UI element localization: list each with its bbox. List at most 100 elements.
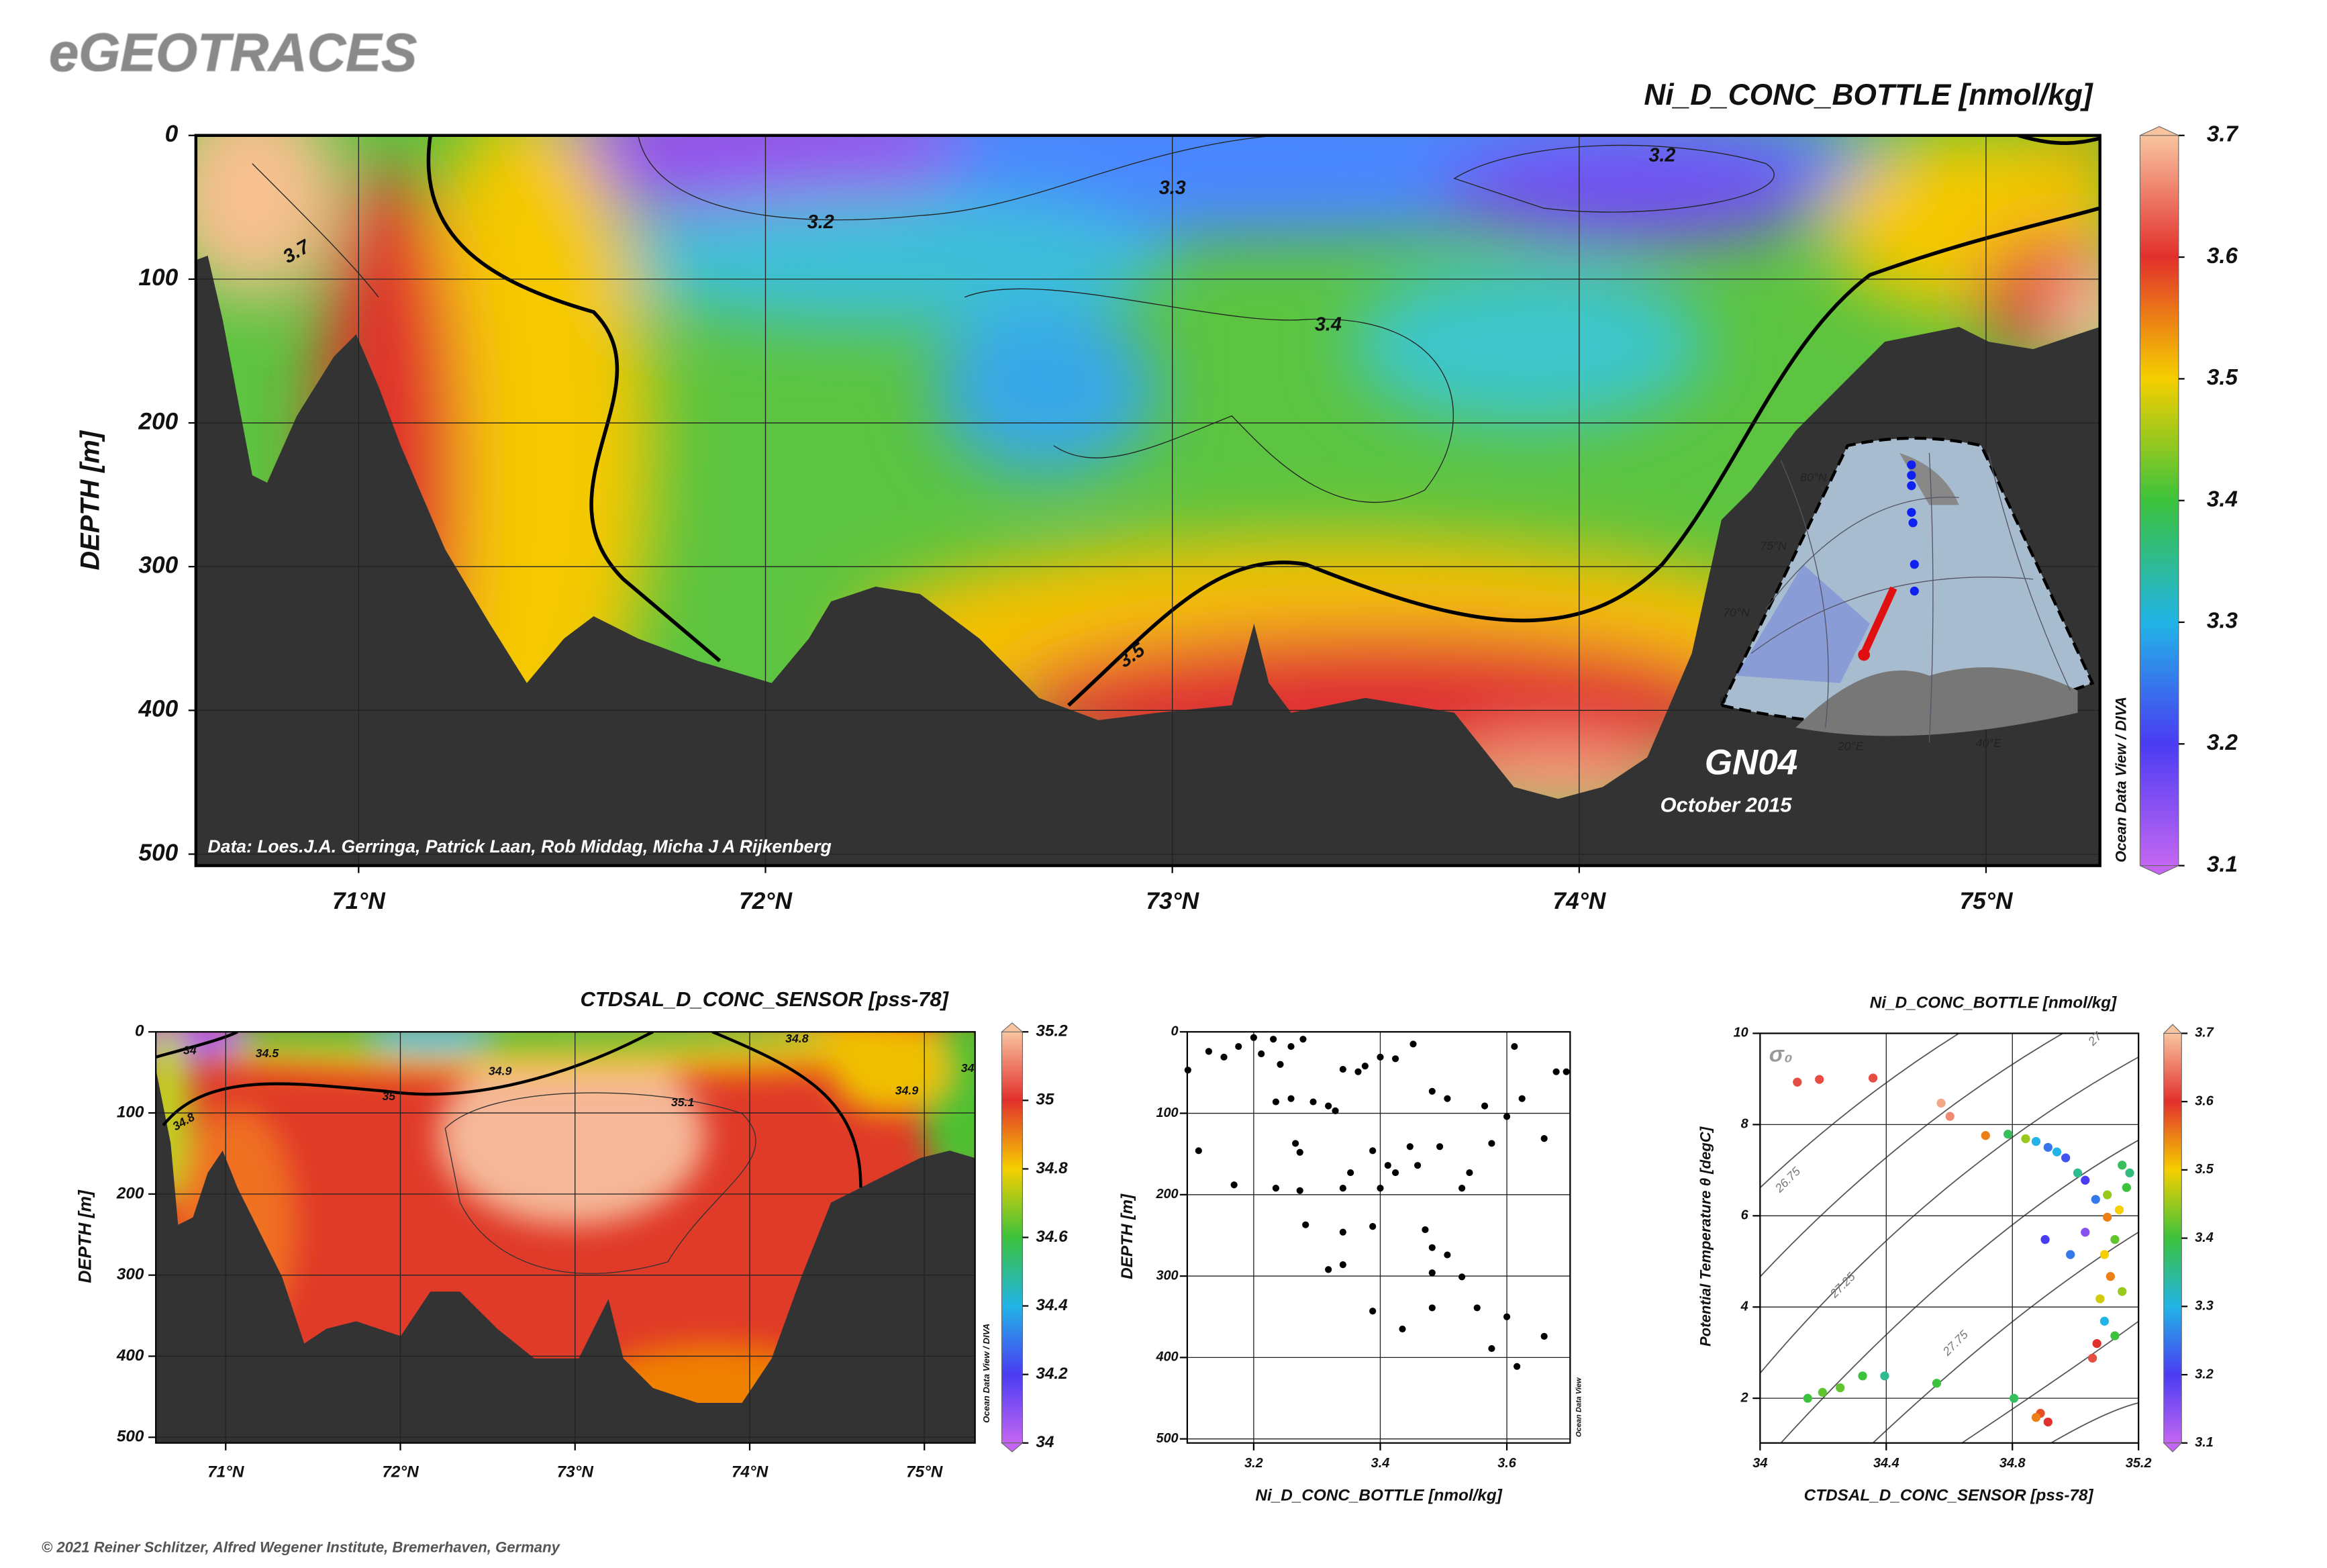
point	[2031, 1136, 2041, 1146]
inset-map	[1719, 436, 2095, 743]
annotation: Data: Loes.J.A. Gerringa, Patrick Laan, …	[208, 836, 832, 856]
chart-title: Ni_D_CONC_BOTTLE [nmol/kg]	[1870, 994, 2117, 1012]
point	[1377, 1185, 1384, 1192]
contour-label: 3.4	[1315, 313, 1342, 335]
y-tick-label: 200	[116, 1184, 144, 1202]
point	[1836, 1383, 1845, 1393]
x-tick-label: 74°N	[732, 1463, 769, 1481]
y-tick-label: 400	[116, 1346, 144, 1365]
colorbar-label: 34.6	[1036, 1228, 1068, 1246]
point	[1325, 1102, 1332, 1110]
x-axis-label: Ni_D_CONC_BOTTLE [nmol/kg]	[1255, 1487, 1502, 1505]
point	[1399, 1325, 1406, 1333]
point	[1514, 1363, 1521, 1370]
point	[1793, 1077, 1802, 1087]
y-tick-label: 200	[138, 408, 178, 434]
point	[1195, 1147, 1202, 1155]
point	[2031, 1413, 2041, 1422]
field-main	[195, 135, 2100, 866]
contour-label: 27	[2085, 1029, 2105, 1049]
point	[1406, 1143, 1414, 1150]
point	[1518, 1095, 1526, 1102]
contour-label: 35	[382, 1089, 396, 1103]
y-tick-label: 200	[1155, 1187, 1178, 1202]
point	[1347, 1169, 1354, 1177]
point	[2095, 1294, 2105, 1304]
colorbar-end	[1000, 1442, 1024, 1453]
colorbar-end	[2140, 865, 2179, 875]
point	[1339, 1185, 1346, 1192]
point	[1296, 1187, 1303, 1194]
plot-frame	[1186, 1031, 1571, 1444]
point	[1803, 1393, 1812, 1403]
x-tick-label: 72°N	[382, 1463, 419, 1481]
inset-label: 70°N	[1723, 605, 1750, 619]
point	[1428, 1269, 1436, 1277]
point	[2043, 1417, 2052, 1427]
point	[1503, 1113, 1511, 1120]
y-tick-label: 2	[1740, 1390, 1748, 1405]
contour-label: 3.2	[1648, 144, 1675, 166]
contour-label: 34	[183, 1044, 197, 1057]
y-tick-label: 0	[135, 1022, 144, 1040]
point	[2073, 1168, 2083, 1178]
colorbar-label: 34.4	[1036, 1296, 1068, 1314]
colorbar-label: 3.3	[2195, 1299, 2214, 1314]
y-axis-label: DEPTH [m]	[75, 1189, 95, 1283]
point	[1858, 1371, 1867, 1381]
point	[2110, 1331, 2120, 1340]
point	[2040, 1235, 2050, 1244]
chart-title: Ni_D_CONC_BOTTLE [nmol/kg]	[1644, 79, 2093, 111]
colorbar-label: 3.5	[2195, 1162, 2214, 1177]
point	[1296, 1148, 1303, 1156]
point	[1444, 1251, 1451, 1259]
x-tick-label: 3.4	[1371, 1456, 1390, 1471]
inset-label: 40°E	[1976, 736, 2002, 750]
point	[2087, 1353, 2097, 1363]
annotation: Ocean Data View / DIVA	[981, 1324, 991, 1423]
colorbar	[2139, 135, 2179, 867]
point	[1369, 1308, 1377, 1315]
point	[1540, 1135, 1548, 1142]
point	[1325, 1266, 1332, 1273]
annotation: Ocean Data View / DIVA	[2113, 697, 2130, 863]
point	[2099, 1250, 2110, 1259]
colorbar-end	[2163, 1442, 2183, 1453]
point	[2125, 1168, 2134, 1178]
annotation: Ocean Data View	[1575, 1377, 1583, 1437]
point	[1458, 1273, 1466, 1281]
chart-title: CTDSAL_D_CONC_SENSOR [pss-78]	[581, 987, 950, 1011]
contour-label: 34.8	[785, 1032, 809, 1045]
logo: eGEOTRACES	[49, 23, 417, 83]
point	[1428, 1304, 1436, 1312]
colorbar-label: 34.8	[1036, 1159, 1068, 1177]
point	[1409, 1040, 1417, 1048]
colorbar-label: 3.2	[2207, 730, 2238, 755]
point	[1354, 1068, 1362, 1075]
point	[2118, 1161, 2127, 1170]
colorbar-label: 3.1	[2207, 852, 2238, 877]
annotation: October 2015	[1660, 793, 1792, 816]
point	[1488, 1344, 1495, 1353]
colorbar-label: 3.7	[2195, 1026, 2214, 1040]
point	[1815, 1075, 1824, 1084]
point	[1299, 1036, 1307, 1043]
contour-label: 34.5	[256, 1046, 280, 1060]
contour-label: 34.9	[895, 1083, 919, 1097]
point	[2114, 1205, 2124, 1215]
point	[1369, 1223, 1377, 1230]
point	[1481, 1102, 1489, 1110]
y-tick-label: 400	[1155, 1350, 1178, 1365]
colorbar-label: 3.4	[2195, 1230, 2214, 1245]
footer: © 2021 Reiner Schlitzer, Alfred Wegener …	[42, 1539, 561, 1556]
colorbar-label: 3.3	[2207, 609, 2238, 634]
point	[2003, 1130, 2013, 1139]
point	[1302, 1221, 1309, 1228]
plot-frame	[155, 1031, 976, 1444]
point	[2066, 1250, 2075, 1259]
y-tick-label: 4	[1740, 1299, 1748, 1314]
colorbar-label: 3.6	[2195, 1093, 2214, 1108]
y-tick-label: 300	[117, 1265, 144, 1283]
point	[1235, 1042, 1242, 1050]
